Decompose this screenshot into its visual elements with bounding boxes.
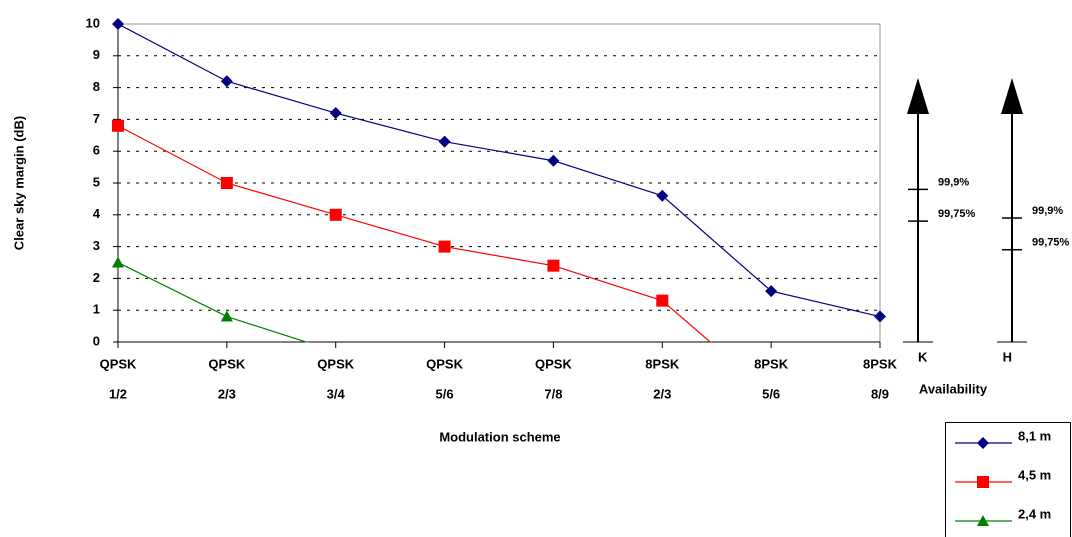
marker	[977, 515, 989, 526]
y-tick-label: 3	[93, 238, 100, 253]
availability-label: 99,75%	[1032, 237, 1070, 249]
marker	[765, 285, 778, 298]
series-line	[117, 261, 310, 343]
arrow-label: H	[1003, 349, 1012, 364]
availability-label: 99,75%	[938, 208, 976, 220]
marker	[112, 18, 124, 30]
availability-title: Availability	[919, 381, 988, 396]
marker	[438, 240, 451, 253]
x-tick-label: 7/8	[544, 386, 562, 401]
y-tick-label: 2	[93, 270, 100, 285]
marker	[977, 437, 989, 449]
x-tick-label: QPSK	[535, 356, 572, 371]
availability-label: 99,9%	[938, 176, 969, 188]
x-tick-label: 2/3	[653, 386, 671, 401]
series-line	[117, 125, 712, 343]
legend-label: 8,1 m	[1018, 428, 1051, 443]
x-axis-title: Modulation scheme	[439, 429, 560, 444]
marker	[220, 177, 233, 189]
x-tick-label: QPSK	[208, 356, 245, 371]
marker	[656, 294, 669, 307]
marker	[329, 107, 342, 120]
x-tick-label: 2/3	[218, 386, 236, 401]
y-tick-label: 4	[93, 206, 101, 221]
marker	[874, 310, 886, 323]
y-tick-label: 1	[93, 302, 100, 317]
series-line	[117, 23, 881, 318]
x-tick-label: 8PSK	[863, 356, 898, 371]
marker	[112, 119, 124, 132]
x-tick-label: 8PSK	[754, 356, 789, 371]
x-tick-label: 1/2	[109, 386, 127, 401]
marker	[438, 135, 451, 148]
legend-label: 4,5 m	[1018, 467, 1051, 482]
marker	[977, 476, 989, 488]
marker	[220, 310, 233, 322]
x-tick-label: 5/6	[436, 386, 454, 401]
y-tick-label: 9	[93, 47, 100, 62]
x-tick-label: QPSK	[426, 356, 463, 371]
y-tick-label: 6	[93, 143, 100, 158]
legend-label: 2,4 m	[1018, 506, 1051, 521]
x-tick-label: QPSK	[100, 356, 137, 371]
arrow-head	[1001, 78, 1023, 114]
arrow-head	[907, 78, 929, 114]
y-tick-label: 0	[93, 333, 100, 348]
x-tick-label: 5/6	[762, 386, 780, 401]
y-tick-label: 7	[93, 111, 100, 126]
x-tick-label: 3/4	[327, 386, 346, 401]
y-tick-label: 8	[93, 79, 100, 94]
marker	[220, 75, 233, 88]
marker	[547, 154, 560, 167]
legend-box	[945, 422, 1071, 537]
availability-label: 99,9%	[1032, 205, 1063, 217]
y-tick-label: 10	[86, 15, 100, 30]
x-tick-label: 8/9	[871, 386, 889, 401]
x-tick-label: 8PSK	[645, 356, 680, 371]
plot-area	[112, 18, 886, 343]
marker	[329, 208, 342, 221]
arrow-label: K	[918, 349, 928, 364]
marker	[112, 256, 124, 268]
marker	[547, 259, 560, 272]
x-tick-label: QPSK	[317, 356, 354, 371]
marker	[656, 189, 669, 202]
y-axis-title: Clear sky margin (dB)	[11, 116, 26, 250]
y-tick-label: 5	[93, 174, 100, 189]
